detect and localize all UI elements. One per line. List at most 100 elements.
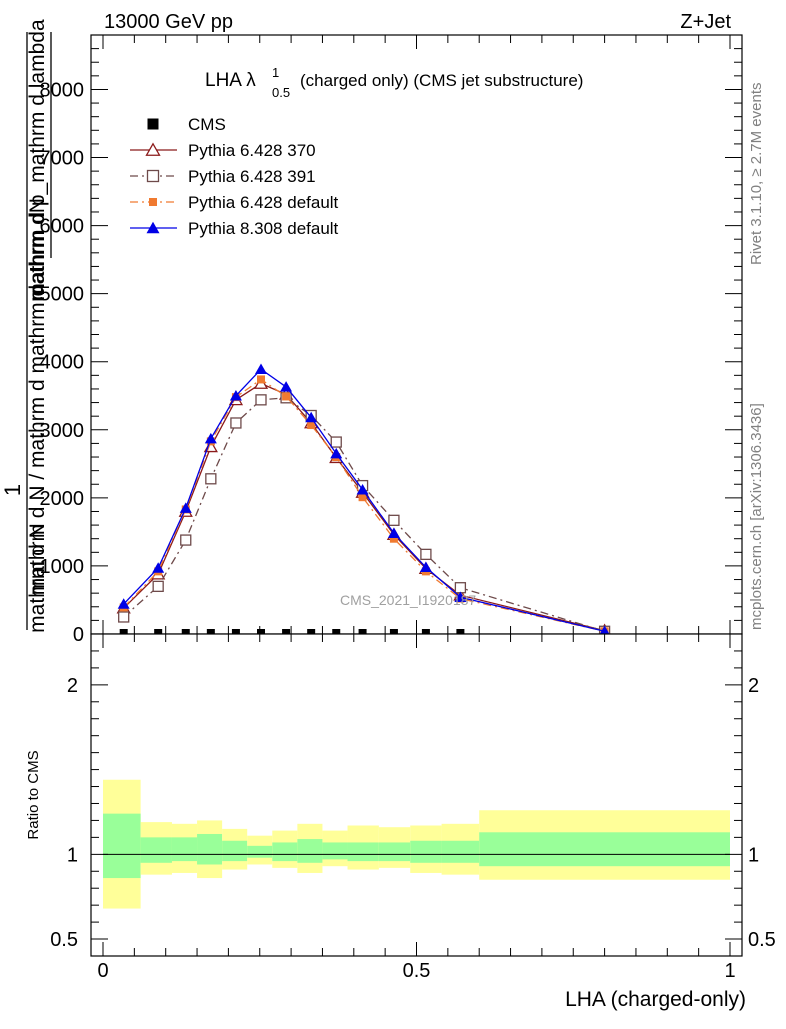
ratio-plot: 0.5 0.51 12 2 0 0.5 1 Ratio to CMS LHA (charg… — [25, 633, 776, 1011]
marker-triangle — [454, 591, 467, 602]
marker-open-square — [152, 580, 164, 593]
marker-square — [307, 421, 316, 430]
inner-band-bin — [479, 832, 730, 867]
y-tick-label: 5000 — [40, 284, 85, 306]
title-subscript: 0.5 — [272, 85, 290, 100]
marker-square — [206, 629, 215, 637]
marker-square — [119, 629, 128, 637]
watermark: CMS_2021_I1920187 — [340, 592, 476, 608]
marker-triangle — [330, 447, 343, 459]
marker-triangle — [152, 562, 165, 573]
marker-square — [389, 534, 398, 543]
inner-band-bin — [347, 842, 379, 862]
mcplots-label: mcplots.cern.ch [arXiv:1306.3436] — [748, 403, 765, 630]
y-tick-label: 1000 — [40, 556, 85, 578]
inner-band-bin — [171, 837, 198, 862]
title-rest: (charged only) (CMS jet substructure) — [300, 71, 583, 90]
marker-square — [231, 629, 240, 637]
y-label-num-lower: mathrm d p_mathrm d lambda — [26, 19, 49, 301]
marker-triangle — [387, 527, 400, 539]
inner-band-bin — [197, 833, 223, 865]
y-tick-label: 4000 — [40, 352, 85, 374]
y-tick-label: 3000 — [40, 420, 85, 442]
series-line — [123, 382, 605, 632]
inner-band-bin — [103, 813, 141, 879]
series-pythia-8-308-default — [117, 363, 611, 637]
x-axis-label: LHA (charged-only) — [565, 988, 746, 1011]
marker-open-square — [388, 514, 400, 526]
y-label-one: 1 — [0, 484, 25, 496]
marker-square — [147, 118, 159, 130]
marker-open-square — [330, 436, 342, 448]
title-superscript: 1 — [272, 65, 279, 80]
marker-open-square — [420, 548, 432, 561]
legend-label: Pythia 6.428 370 — [188, 141, 316, 160]
marker-triangle — [419, 561, 432, 573]
marker-square — [358, 629, 367, 637]
marker-open-square — [180, 534, 192, 546]
marker-open-square — [146, 169, 160, 183]
x-tick-label: 0.5 — [403, 960, 431, 982]
marker-open-triangle — [145, 142, 161, 156]
marker-square — [257, 375, 266, 384]
marker-open-square — [205, 473, 217, 485]
marker-triangle — [146, 221, 160, 234]
inner-band-bin — [247, 845, 273, 858]
marker-triangle — [204, 432, 217, 444]
marker-square — [149, 198, 157, 206]
inner-band-bin — [272, 842, 298, 862]
title-main: LHA λ — [205, 70, 256, 91]
inner-band-bin — [222, 840, 248, 862]
marker-square — [421, 629, 430, 637]
marker-triangle — [305, 411, 318, 423]
y-label-top: mathrm dN — [26, 198, 49, 302]
inner-band-bin — [297, 839, 323, 863]
marker-triangle — [229, 390, 242, 401]
legend-label: CMS — [188, 115, 226, 134]
marker-square — [332, 629, 341, 637]
legend: CMS Pythia 6.428 370 Pythia 6.428 391 Pythi… — [130, 115, 339, 238]
ratio-x-axis: 0 0.5 1 — [97, 634, 736, 982]
marker-triangle — [255, 363, 268, 374]
series-cms — [119, 629, 465, 637]
legend-label: Pythia 6.428 default — [188, 193, 339, 212]
x-tick-label: 0 — [97, 960, 108, 982]
marker-square — [456, 629, 465, 637]
marker-square — [282, 629, 291, 637]
inner-band-bin — [410, 840, 442, 863]
inner-band-bin — [140, 837, 172, 863]
marker-square — [358, 493, 367, 502]
marker-triangle — [280, 381, 293, 392]
process-label: Z+Jet — [680, 11, 731, 33]
rivet-label: Rivet 3.1.10, ≥ 2.7M events — [748, 83, 765, 266]
ratio-bands — [103, 779, 730, 909]
ratio-y-tick-label-right: 1 — [748, 844, 759, 866]
marker-square — [257, 629, 266, 637]
legend-label: Pythia 6.428 391 — [188, 167, 316, 186]
ratio-y-tick-label: 2 — [67, 675, 78, 697]
y-tick-label: 2000 — [40, 488, 85, 510]
main-y-label: mathrm dN mathrm d p_mathrm d lambda 1 m… — [0, 19, 52, 633]
series-line — [123, 368, 605, 632]
marker-triangle — [117, 598, 130, 609]
marker-triangle — [356, 483, 369, 495]
ratio-y-tick-label: 0.5 — [50, 929, 78, 951]
marker-triangle — [179, 502, 192, 513]
series-line — [123, 397, 605, 632]
marker-square — [307, 629, 316, 637]
marker-square — [389, 629, 398, 637]
svg-text:LHA λ: LHA λ — [205, 70, 256, 91]
ratio-y-tick-label-right: 0.5 — [748, 929, 776, 951]
inner-band-bin — [441, 840, 480, 863]
x-tick-label: 1 — [724, 960, 735, 982]
ratio-y-axis: 0.5 0.5 1 1 2 2 — [50, 650, 776, 951]
ratio-y-label: Ratio to CMS — [25, 750, 42, 839]
main-title: LHA λ 1 0.5 (charged only) (CMS jet subs… — [205, 65, 583, 100]
main-series — [116, 363, 612, 637]
inner-band-bin — [378, 842, 411, 862]
marker-square — [181, 629, 190, 637]
